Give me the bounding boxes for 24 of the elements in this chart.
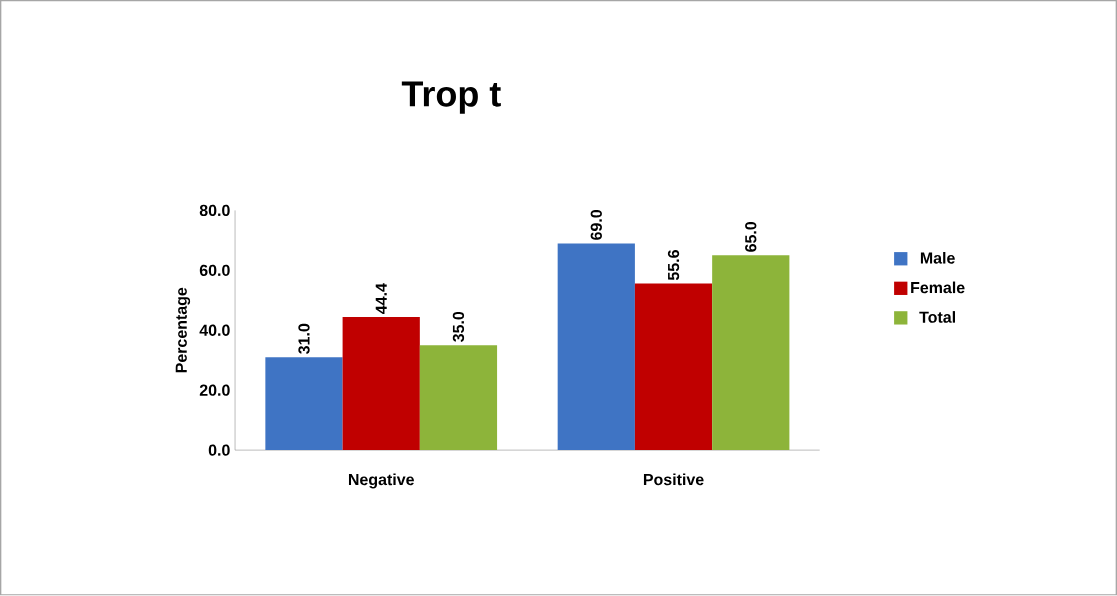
data-label: 55.6 <box>667 250 680 281</box>
data-label: 69.0 <box>590 210 602 241</box>
legend-label: Male <box>920 252 955 264</box>
legend-label: Total <box>919 311 955 323</box>
data-label: 65.0 <box>745 222 757 253</box>
data-label: 31.0 <box>298 324 310 355</box>
bar <box>265 357 343 451</box>
bar <box>419 345 498 451</box>
chart-title: Trop t <box>401 81 501 115</box>
data-label: 35.0 <box>452 312 465 343</box>
y-tick-label: 20.0 <box>199 384 230 397</box>
bar <box>342 317 420 451</box>
legend-label: Female <box>911 281 965 294</box>
y-tick-label: 60.0 <box>199 264 230 277</box>
bar <box>557 243 635 451</box>
bar <box>712 255 790 451</box>
y-tick-label: 0.0 <box>208 444 230 456</box>
x-tick-label: Negative <box>348 473 414 489</box>
data-label: 44.4 <box>375 283 387 315</box>
bar <box>634 283 713 451</box>
x-tick-label: Positive <box>643 473 704 486</box>
y-axis-title: Percentage <box>175 287 191 373</box>
y-tick-label: 40.0 <box>199 324 230 337</box>
y-tick-label: 80.0 <box>199 204 230 217</box>
